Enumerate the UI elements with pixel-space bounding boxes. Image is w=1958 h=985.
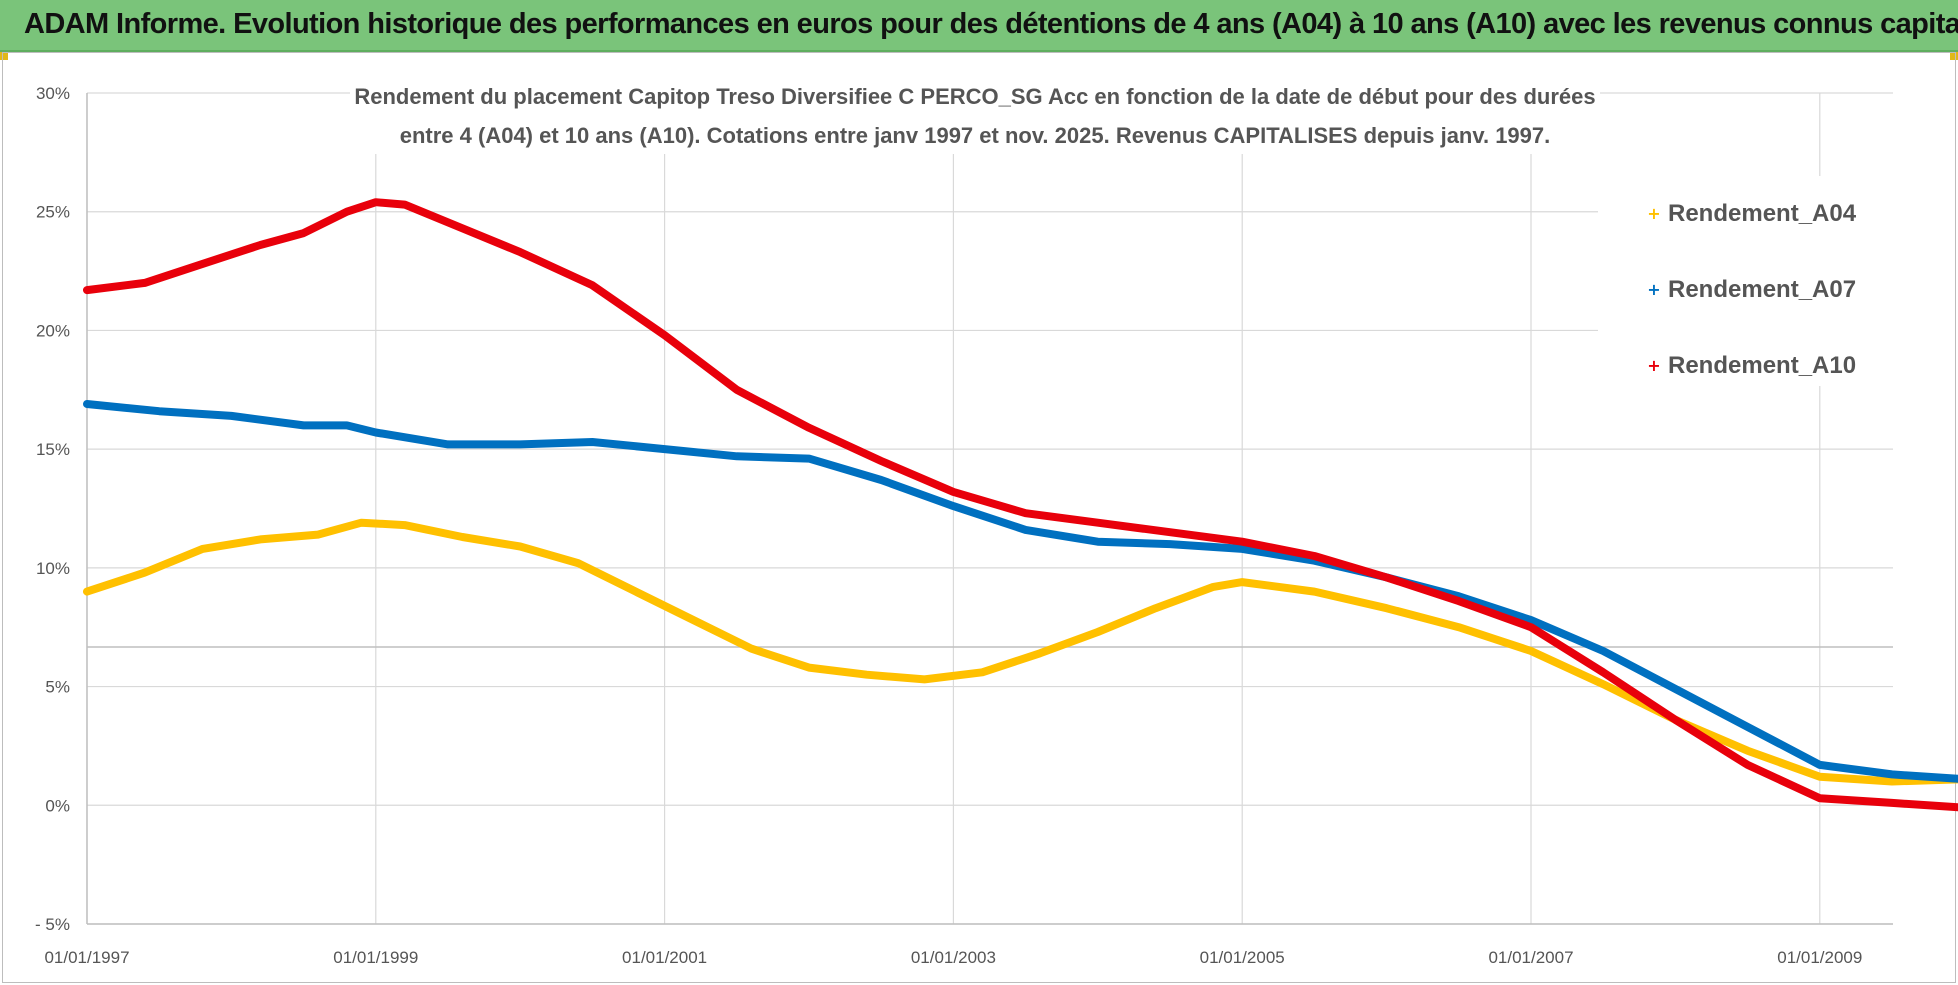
y-tick-label: 20% bbox=[36, 321, 70, 340]
chart-title-background bbox=[350, 76, 1600, 154]
x-tick-label: 01/01/2003 bbox=[911, 948, 996, 967]
series-line-rendement-a04 bbox=[83, 518, 1958, 786]
y-tick-label: - 5% bbox=[35, 915, 70, 934]
legend-label: Rendement_A04 bbox=[1668, 200, 1857, 227]
x-tick-label: 01/01/1999 bbox=[333, 948, 418, 967]
x-tick-label: 01/01/2005 bbox=[1200, 948, 1285, 967]
corner-marker-left bbox=[0, 52, 8, 60]
chart-title-line-1: Rendement du placement Capitop Treso Div… bbox=[354, 84, 1595, 109]
y-tick-label: 10% bbox=[36, 559, 70, 578]
legend-marker: + bbox=[1647, 280, 1660, 299]
header-bar: ADAM Informe. Evolution historique des p… bbox=[0, 0, 1958, 52]
series-line-rendement-a10 bbox=[83, 198, 1958, 812]
legend-box bbox=[1598, 176, 1898, 386]
corner-marker-right bbox=[1950, 52, 1958, 60]
x-tick-label: 01/01/2001 bbox=[622, 948, 707, 967]
chart-title-line-2: entre 4 (A04) et 10 ans (A10). Cotations… bbox=[400, 123, 1551, 148]
y-tick-label: 30% bbox=[36, 84, 70, 103]
chart-frame bbox=[2, 52, 1956, 983]
x-tick-label: 01/01/2009 bbox=[1777, 948, 1862, 967]
legend-label: Rendement_A10 bbox=[1668, 352, 1856, 379]
page-title: ADAM Informe. Evolution historique des p… bbox=[24, 8, 1958, 40]
legend-label: Rendement_A07 bbox=[1668, 276, 1856, 303]
x-tick-label: 01/01/2007 bbox=[1488, 948, 1573, 967]
y-tick-label: 5% bbox=[45, 678, 70, 697]
legend-marker: + bbox=[1647, 356, 1660, 375]
x-tick-label: 01/01/1997 bbox=[44, 948, 129, 967]
y-tick-label: 25% bbox=[36, 203, 70, 222]
y-tick-label: 0% bbox=[45, 796, 70, 815]
legend-marker: + bbox=[1647, 204, 1660, 223]
y-tick-label: 15% bbox=[36, 440, 70, 459]
series-line-rendement-a07 bbox=[83, 400, 1958, 783]
